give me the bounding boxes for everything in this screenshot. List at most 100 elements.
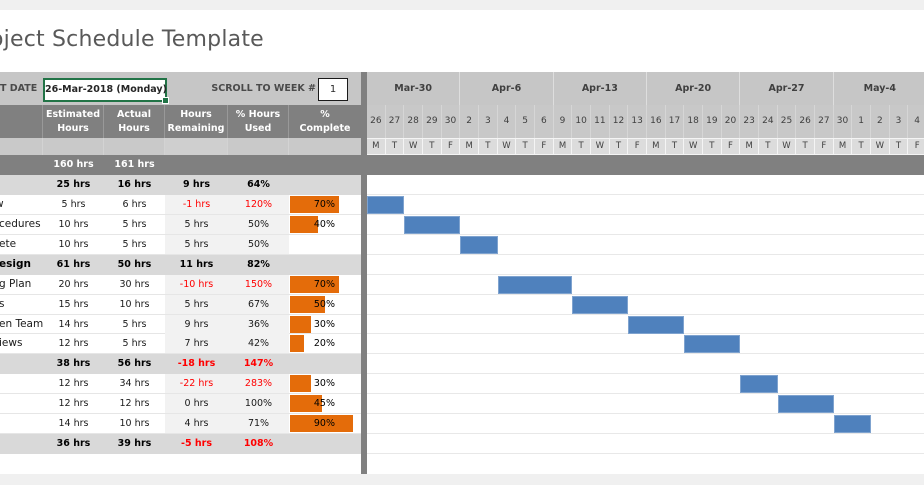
- hours-remaining-cell[interactable]: -22 hrs: [165, 374, 228, 394]
- estimated-hours-cell[interactable]: 25 hrs: [56, 179, 91, 190]
- spacer-cell[interactable]: [104, 138, 165, 155]
- spacer-cell[interactable]: [165, 138, 228, 155]
- weekday-letter[interactable]: T: [703, 139, 722, 154]
- day-number[interactable]: 25: [778, 105, 797, 138]
- hours-remaining-cell[interactable]: 9 hrs: [182, 179, 211, 190]
- estimated-hours-cell[interactable]: [43, 454, 104, 473]
- gantt-task-bar[interactable]: [628, 315, 685, 334]
- task-name-cell[interactable]: en Team: [0, 315, 43, 334]
- day-number[interactable]: 19: [703, 105, 722, 138]
- total-estimated-hours[interactable]: 160 hrs: [53, 159, 94, 170]
- percent-complete-cell[interactable]: [289, 255, 361, 274]
- day-number[interactable]: 5: [516, 105, 535, 138]
- actual-hours-cell[interactable]: 5 hrs: [122, 238, 147, 250]
- percent-hours-used-cell[interactable]: 150%: [228, 274, 289, 294]
- actual-hours-cell[interactable]: 10 hrs: [119, 418, 150, 430]
- percent-hours-used-cell[interactable]: 50%: [228, 234, 289, 254]
- weekday-letter[interactable]: T: [889, 139, 909, 154]
- hours-remaining-cell[interactable]: -1 hrs: [165, 194, 228, 214]
- weekday-letter[interactable]: T: [479, 139, 498, 154]
- week-header[interactable]: Apr-27: [740, 72, 834, 105]
- estimated-hours-cell[interactable]: 14 hrs: [58, 418, 89, 430]
- estimated-hours-cell[interactable]: 61 hrs: [56, 258, 91, 270]
- hours-remaining-cell[interactable]: -10 hrs: [165, 274, 228, 294]
- estimated-hours-cell[interactable]: 5 hrs: [61, 198, 86, 210]
- percent-hours-used-cell[interactable]: [228, 454, 289, 473]
- estimated-hours-cell[interactable]: 12 hrs: [58, 378, 89, 390]
- percent-complete-cell[interactable]: 45%: [289, 394, 361, 413]
- task-name-cell[interactable]: [0, 434, 43, 453]
- actual-hours-cell[interactable]: [104, 454, 165, 473]
- percent-complete-cell[interactable]: 30%: [289, 374, 361, 393]
- spacer-cell[interactable]: [228, 138, 289, 155]
- actual-hours-cell[interactable]: 5 hrs: [122, 338, 147, 350]
- day-number[interactable]: 17: [666, 105, 685, 138]
- gantt-task-bar[interactable]: [367, 195, 405, 214]
- fill-handle[interactable]: [162, 97, 169, 104]
- hours-remaining-cell[interactable]: 4 hrs: [165, 414, 228, 434]
- task-name-cell[interactable]: s: [0, 295, 43, 314]
- hours-remaining-cell[interactable]: 9 hrs: [165, 314, 228, 334]
- weekday-letter[interactable]: T: [516, 139, 535, 154]
- actual-hours-cell[interactable]: 39 hrs: [117, 438, 152, 450]
- weekday-letter[interactable]: T: [385, 139, 405, 154]
- percent-complete-cell[interactable]: 70%: [289, 195, 361, 214]
- percent-hours-used-cell[interactable]: 36%: [228, 314, 289, 334]
- estimated-hours-cell[interactable]: 10 hrs: [58, 238, 89, 250]
- percent-hours-used-cell[interactable]: 120%: [228, 194, 289, 214]
- weekday-letter[interactable]: W: [591, 139, 610, 154]
- percent-hours-used-cell[interactable]: 283%: [228, 374, 289, 394]
- task-name-cell[interactable]: g Plan: [0, 275, 43, 294]
- percent-hours-used-cell[interactable]: 100%: [228, 394, 289, 414]
- percent-complete-cell[interactable]: [289, 454, 361, 473]
- day-number[interactable]: 2: [460, 105, 479, 138]
- spacer-cell[interactable]: [0, 138, 43, 155]
- hours-remaining-cell[interactable]: 5 hrs: [165, 234, 228, 254]
- estimated-hours-cell[interactable]: 20 hrs: [58, 278, 89, 290]
- task-name-cell[interactable]: [0, 454, 43, 473]
- day-number[interactable]: 9: [554, 105, 573, 138]
- weekday-letter[interactable]: F: [628, 139, 647, 154]
- estimated-hours-cell[interactable]: 10 hrs: [58, 218, 89, 230]
- weekday-letter[interactable]: M: [460, 139, 479, 154]
- estimated-hours-cell[interactable]: 15 hrs: [58, 298, 89, 310]
- gantt-task-bar[interactable]: [740, 375, 778, 394]
- task-name-cell[interactable]: [0, 414, 43, 433]
- day-number[interactable]: 4: [908, 105, 924, 138]
- day-number[interactable]: 4: [498, 105, 517, 138]
- percent-complete-cell[interactable]: [289, 434, 361, 453]
- task-name-cell[interactable]: [0, 394, 43, 413]
- task-name-cell[interactable]: [0, 175, 43, 194]
- day-number[interactable]: 26: [367, 105, 386, 138]
- estimated-hours-cell[interactable]: 12 hrs: [58, 338, 89, 350]
- weekday-letter[interactable]: W: [684, 139, 703, 154]
- day-number[interactable]: 27: [815, 105, 834, 138]
- weekday-letter[interactable]: M: [553, 139, 573, 154]
- actual-hours-cell[interactable]: 56 hrs: [117, 358, 152, 370]
- weekday-letter[interactable]: F: [441, 139, 461, 154]
- estimated-hours-cell[interactable]: 36 hrs: [56, 438, 91, 450]
- actual-hours-cell[interactable]: 5 hrs: [122, 218, 147, 230]
- estimated-hours-cell[interactable]: 38 hrs: [56, 358, 91, 370]
- weekday-letter[interactable]: F: [721, 139, 741, 154]
- scroll-week-input[interactable]: 1: [318, 78, 348, 101]
- total-actual-hours[interactable]: 161 hrs: [114, 159, 155, 170]
- task-name-cell[interactable]: esign: [0, 255, 43, 274]
- spacer-cell[interactable]: [43, 138, 104, 155]
- actual-hours-cell[interactable]: 50 hrs: [117, 258, 152, 270]
- percent-complete-cell[interactable]: 50%: [289, 295, 361, 314]
- gantt-task-bar[interactable]: [777, 395, 834, 414]
- percent-hours-used-cell[interactable]: 50%: [228, 214, 289, 234]
- estimated-hours-cell[interactable]: 14 hrs: [58, 318, 89, 330]
- day-number[interactable]: 30: [834, 105, 853, 138]
- percent-hours-used-cell[interactable]: 64%: [247, 179, 270, 190]
- weekday-letter[interactable]: F: [535, 139, 554, 154]
- day-number[interactable]: 28: [404, 105, 423, 138]
- percent-hours-used-cell[interactable]: 82%: [247, 258, 270, 270]
- weekday-letter[interactable]: T: [759, 139, 778, 154]
- task-name-cell[interactable]: cedures: [0, 215, 43, 234]
- weekday-letter[interactable]: W: [404, 139, 423, 154]
- hours-remaining-cell[interactable]: 0 hrs: [165, 394, 228, 414]
- weekday-letter[interactable]: M: [740, 139, 759, 154]
- hours-remaining-cell[interactable]: -5 hrs: [181, 438, 212, 450]
